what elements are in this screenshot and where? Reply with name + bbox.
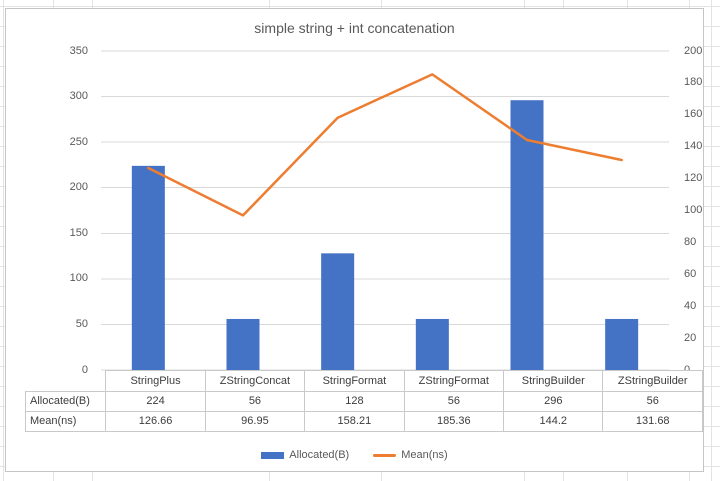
legend-item-allocated[interactable]: Allocated(B) — [261, 448, 349, 462]
axis-tick-label: 150 — [69, 226, 88, 239]
table-cell-Allocated(B)-ZStringConcat: 56 — [204, 391, 306, 412]
row-header: Allocated(B) — [24, 391, 107, 412]
mean-line[interactable] — [147, 73, 623, 217]
axis-tick-label: 80 — [684, 235, 697, 248]
bar-ZStringBuilder[interactable] — [605, 318, 639, 370]
axis-tick-label: 200 — [684, 44, 703, 57]
axis-tick-label: 40 — [684, 299, 697, 312]
chart-title: simple string + int concatenation — [254, 20, 455, 36]
chart-data-table: StringPlus ZStringConcat StringFormat ZStri… — [24, 370, 703, 432]
table-cell-Allocated(B)-ZStringBuilder: 56 — [602, 391, 703, 412]
bar-StringPlus[interactable] — [131, 165, 165, 370]
sheet-column-line — [711, 0, 712, 481]
axis-tick-label: 100 — [684, 204, 703, 216]
axis-tick-label: 0 — [684, 363, 691, 376]
axis-tick-label: 60 — [684, 267, 697, 280]
bar-ZStringFormat[interactable] — [415, 318, 449, 370]
table-cell-Allocated(B)-StringPlus: 224 — [105, 391, 206, 412]
line-series-swatch-icon — [373, 453, 397, 457]
bar-ZStringConcat[interactable] — [226, 318, 260, 370]
category-header-StringFormat: StringFormat — [304, 370, 405, 392]
table-corner-blank — [26, 371, 106, 392]
bar-series-swatch-icon — [261, 451, 285, 459]
axis-tick-label: 180 — [684, 76, 703, 89]
table-cell-Mean(ns)-ZStringConcat: 96.95 — [204, 411, 306, 432]
table-cell-Mean(ns)-StringFormat: 158.21 — [304, 411, 405, 432]
axis-tick-label: 120 — [684, 172, 703, 185]
table-cell-Mean(ns)-ZStringBuilder: 131.68 — [602, 411, 703, 432]
axis-tick-label: 200 — [69, 181, 88, 194]
axis-tick-label: 0 — [81, 363, 88, 376]
legend-label-mean: Mean(ns) — [401, 449, 448, 461]
sheet-row-line — [0, 6, 720, 7]
category-header-StringBuilder: StringBuilder — [503, 370, 604, 392]
legend-label-allocated: Allocated(B) — [289, 449, 350, 461]
plot-area — [101, 50, 669, 371]
table-cell-Allocated(B)-StringBuilder: 296 — [503, 391, 604, 412]
axis-tick-label: 100 — [69, 272, 88, 285]
table-cell-Allocated(B)-StringFormat: 128 — [304, 391, 405, 412]
table-cell-Mean(ns)-ZStringFormat: 185.36 — [403, 411, 505, 432]
axis-tick-label: 350 — [69, 44, 88, 57]
category-header-ZStringFormat: ZStringFormat — [403, 370, 505, 392]
sheet-column-line — [3, 0, 4, 481]
table-cell-Allocated(B)-ZStringFormat: 56 — [403, 391, 505, 412]
bar-StringBuilder[interactable] — [510, 100, 544, 370]
chart-legend: Allocated(B) Mean(ns) — [6, 447, 703, 463]
axis-tick-label: 50 — [75, 317, 88, 330]
axis-tick-label: 300 — [69, 90, 88, 103]
axis-tick-label: 140 — [684, 140, 703, 153]
legend-item-mean[interactable]: Mean(ns) — [373, 448, 448, 462]
category-header-StringPlus: StringPlus — [105, 370, 206, 392]
axis-tick-label: 250 — [69, 135, 88, 148]
chart-container[interactable]: simple string + int concatenation 0 50 100… — [5, 8, 704, 472]
bar-StringFormat[interactable] — [321, 253, 355, 370]
category-header-ZStringBuilder: ZStringBuilder — [602, 370, 703, 392]
row-header: Mean(ns) — [24, 411, 107, 432]
table-cell-Mean(ns)-StringBuilder: 144.2 — [503, 411, 604, 432]
axis-tick-label: 160 — [684, 108, 703, 121]
category-header-ZStringConcat: ZStringConcat — [204, 370, 306, 392]
axis-tick-label: 20 — [684, 331, 697, 344]
table-cell-Mean(ns)-StringPlus: 126.66 — [105, 411, 206, 432]
